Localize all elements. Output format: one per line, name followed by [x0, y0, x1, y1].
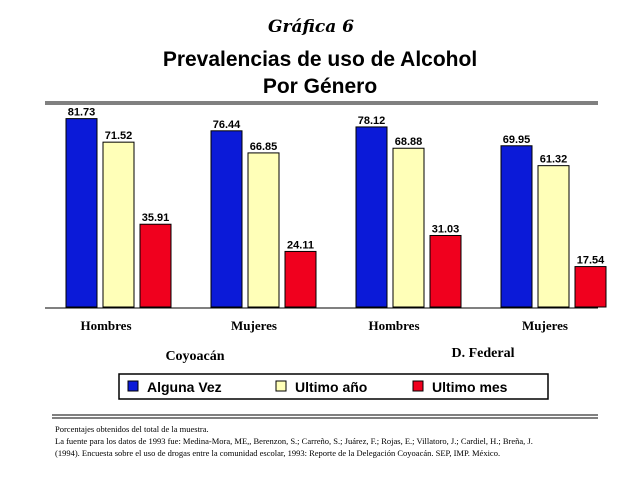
bar-hombres-coyoacan-ultimo-mes	[139, 223, 172, 308]
bar-hombres-federal-alguna-vez	[355, 126, 388, 308]
bar-mujeres-federal-ultimo-anio	[537, 165, 570, 308]
group-label-coyoacan: Coyoacán	[165, 349, 224, 364]
group-label-federal: D. Federal	[452, 346, 515, 361]
data-label-mujeres-federal-alguna-vez: 69.95	[503, 134, 531, 146]
legend-swatch-ultimo-mes	[412, 380, 424, 392]
data-label-mujeres-coyoacan-alguna-vez: 76.44	[213, 119, 241, 131]
data-label-hombres-coyoacan-ultimo-anio: 71.52	[105, 130, 133, 142]
data-label-mujeres-coyoacan-ultimo-mes: 24.11	[287, 239, 314, 251]
legend-label-alguna-vez: Alguna Vez	[147, 379, 222, 395]
legend-box	[118, 373, 549, 400]
chart-supertitle: Gráfica 6	[268, 17, 354, 37]
category-label-hombres-federal: Hombres	[368, 318, 419, 333]
note-line-3: (1994). Encuesta sobre el uso de drogas …	[55, 448, 500, 458]
category-label-mujeres-coyoacan: Mujeres	[231, 318, 277, 333]
bar-hombres-coyoacan-alguna-vez	[65, 118, 98, 308]
bar-mujeres-coyoacan-ultimo-mes	[284, 250, 317, 308]
data-label-mujeres-federal-ultimo-mes: 17.54	[577, 255, 605, 267]
chart-title-line2: Por Género	[263, 75, 377, 98]
legend-label-ultimo-anio: Ultimo año	[295, 379, 367, 395]
bar-hombres-federal-ultimo-anio	[392, 147, 425, 308]
bars-layer	[65, 118, 607, 308]
bar-hombres-federal-ultimo-mes	[429, 234, 462, 308]
data-label-mujeres-coyoacan-ultimo-anio: 66.85	[250, 141, 278, 153]
bar-mujeres-coyoacan-ultimo-anio	[247, 152, 280, 308]
data-label-hombres-federal-alguna-vez: 78.12	[358, 115, 386, 127]
legend-swatch-ultimo-anio	[275, 380, 287, 392]
legend: Alguna Vez Ultimo año Ultimo mes	[118, 373, 549, 400]
note-line-2: La fuente para los datos de 1993 fue: Me…	[55, 436, 533, 446]
category-label-mujeres-federal: Mujeres	[522, 318, 568, 333]
chart-title-line1: Prevalencias de uso de Alcohol	[163, 48, 477, 71]
data-label-hombres-federal-ultimo-mes: 31.03	[432, 223, 460, 235]
bar-mujeres-coyoacan-alguna-vez	[210, 130, 243, 308]
data-label-hombres-coyoacan-alguna-vez: 81.73	[68, 107, 96, 119]
bar-hombres-coyoacan-ultimo-anio	[102, 141, 135, 308]
plot-frame	[45, 101, 598, 309]
bar-mujeres-federal-alguna-vez	[500, 145, 533, 308]
category-label-hombres-coyoacan: Hombres	[80, 318, 131, 333]
data-label-hombres-coyoacan-ultimo-mes: 35.91	[142, 212, 170, 224]
data-label-mujeres-federal-ultimo-anio: 61.32	[540, 154, 568, 166]
legend-label-ultimo-mes: Ultimo mes	[432, 379, 508, 395]
note-line-1: Porcentajes obtenidos del total de la mu…	[55, 424, 209, 434]
legend-swatch-alguna-vez	[127, 380, 139, 392]
data-label-hombres-federal-ultimo-anio: 68.88	[395, 136, 423, 148]
data-labels-layer: 81.73 71.52 35.91 76.44 66.85 24.11 78.12 68.88…	[68, 107, 605, 267]
bar-mujeres-federal-ultimo-mes	[574, 266, 607, 308]
